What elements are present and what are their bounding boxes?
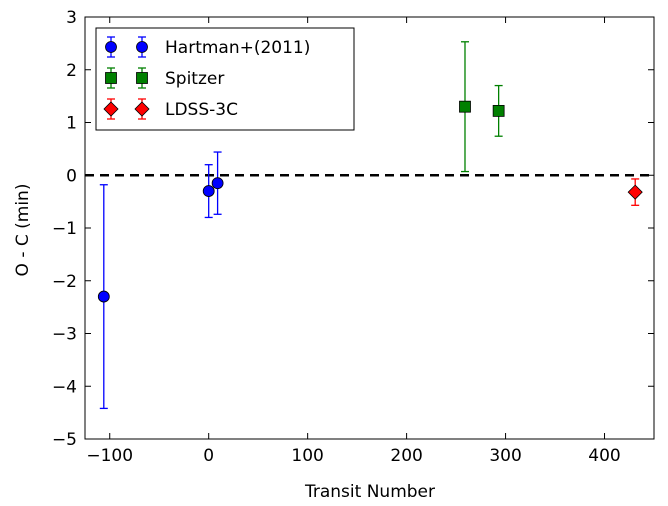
legend-marker — [105, 41, 117, 53]
data-point — [492, 104, 505, 117]
y-tick-label: −4 — [52, 377, 77, 397]
legend-marker — [134, 101, 150, 117]
x-tick-label: 300 — [489, 446, 521, 466]
y-tick-label: 3 — [66, 8, 77, 28]
series-spitzer — [459, 41, 505, 173]
legend-marker — [103, 101, 119, 117]
data-point — [627, 184, 643, 200]
legend-entry: LDSS-3C — [103, 98, 238, 120]
data-point — [211, 177, 224, 190]
series-ldss-3c — [627, 178, 643, 206]
y-tick-label: 1 — [66, 114, 77, 134]
legend-entry: Hartman+(2011) — [105, 36, 310, 58]
y-tick-label: −3 — [52, 325, 77, 345]
x-tick-label: 100 — [291, 446, 323, 466]
y-tick-label: −1 — [52, 219, 77, 239]
data-point — [202, 185, 215, 197]
x-tick-label: 400 — [588, 446, 620, 466]
legend-entry: Spitzer — [105, 67, 224, 89]
data-point — [97, 290, 110, 303]
data-point — [459, 100, 471, 113]
plot-layer — [85, 41, 654, 410]
y-tick-label: −2 — [52, 272, 77, 292]
y-tick-label: −5 — [52, 430, 77, 450]
x-axis-label: Transit Number — [304, 482, 435, 501]
legend-marker — [136, 72, 148, 84]
x-tick-label: 200 — [390, 446, 422, 466]
x-tick-label: −100 — [86, 446, 133, 466]
legend-marker — [136, 41, 148, 53]
axes-layer: −100 0 100 200 300 400 −5 −4 −3 −2 −1 0 1 2 3 — [52, 8, 655, 466]
series-hartman-2011 — [97, 151, 224, 410]
x-tick-label: 0 — [203, 446, 214, 466]
legend-label: Hartman+(2011) — [165, 38, 310, 58]
legend: Hartman+(2011) Spitzer LDSS-3C — [95, 27, 355, 131]
y-axis-label: O - C (min) — [13, 184, 33, 277]
legend-marker — [105, 72, 117, 84]
legend-label: Spitzer — [165, 69, 224, 89]
y-tick-label: 2 — [66, 61, 77, 81]
y-tick-label: 0 — [66, 166, 77, 186]
legend-label: LDSS-3C — [165, 100, 238, 120]
